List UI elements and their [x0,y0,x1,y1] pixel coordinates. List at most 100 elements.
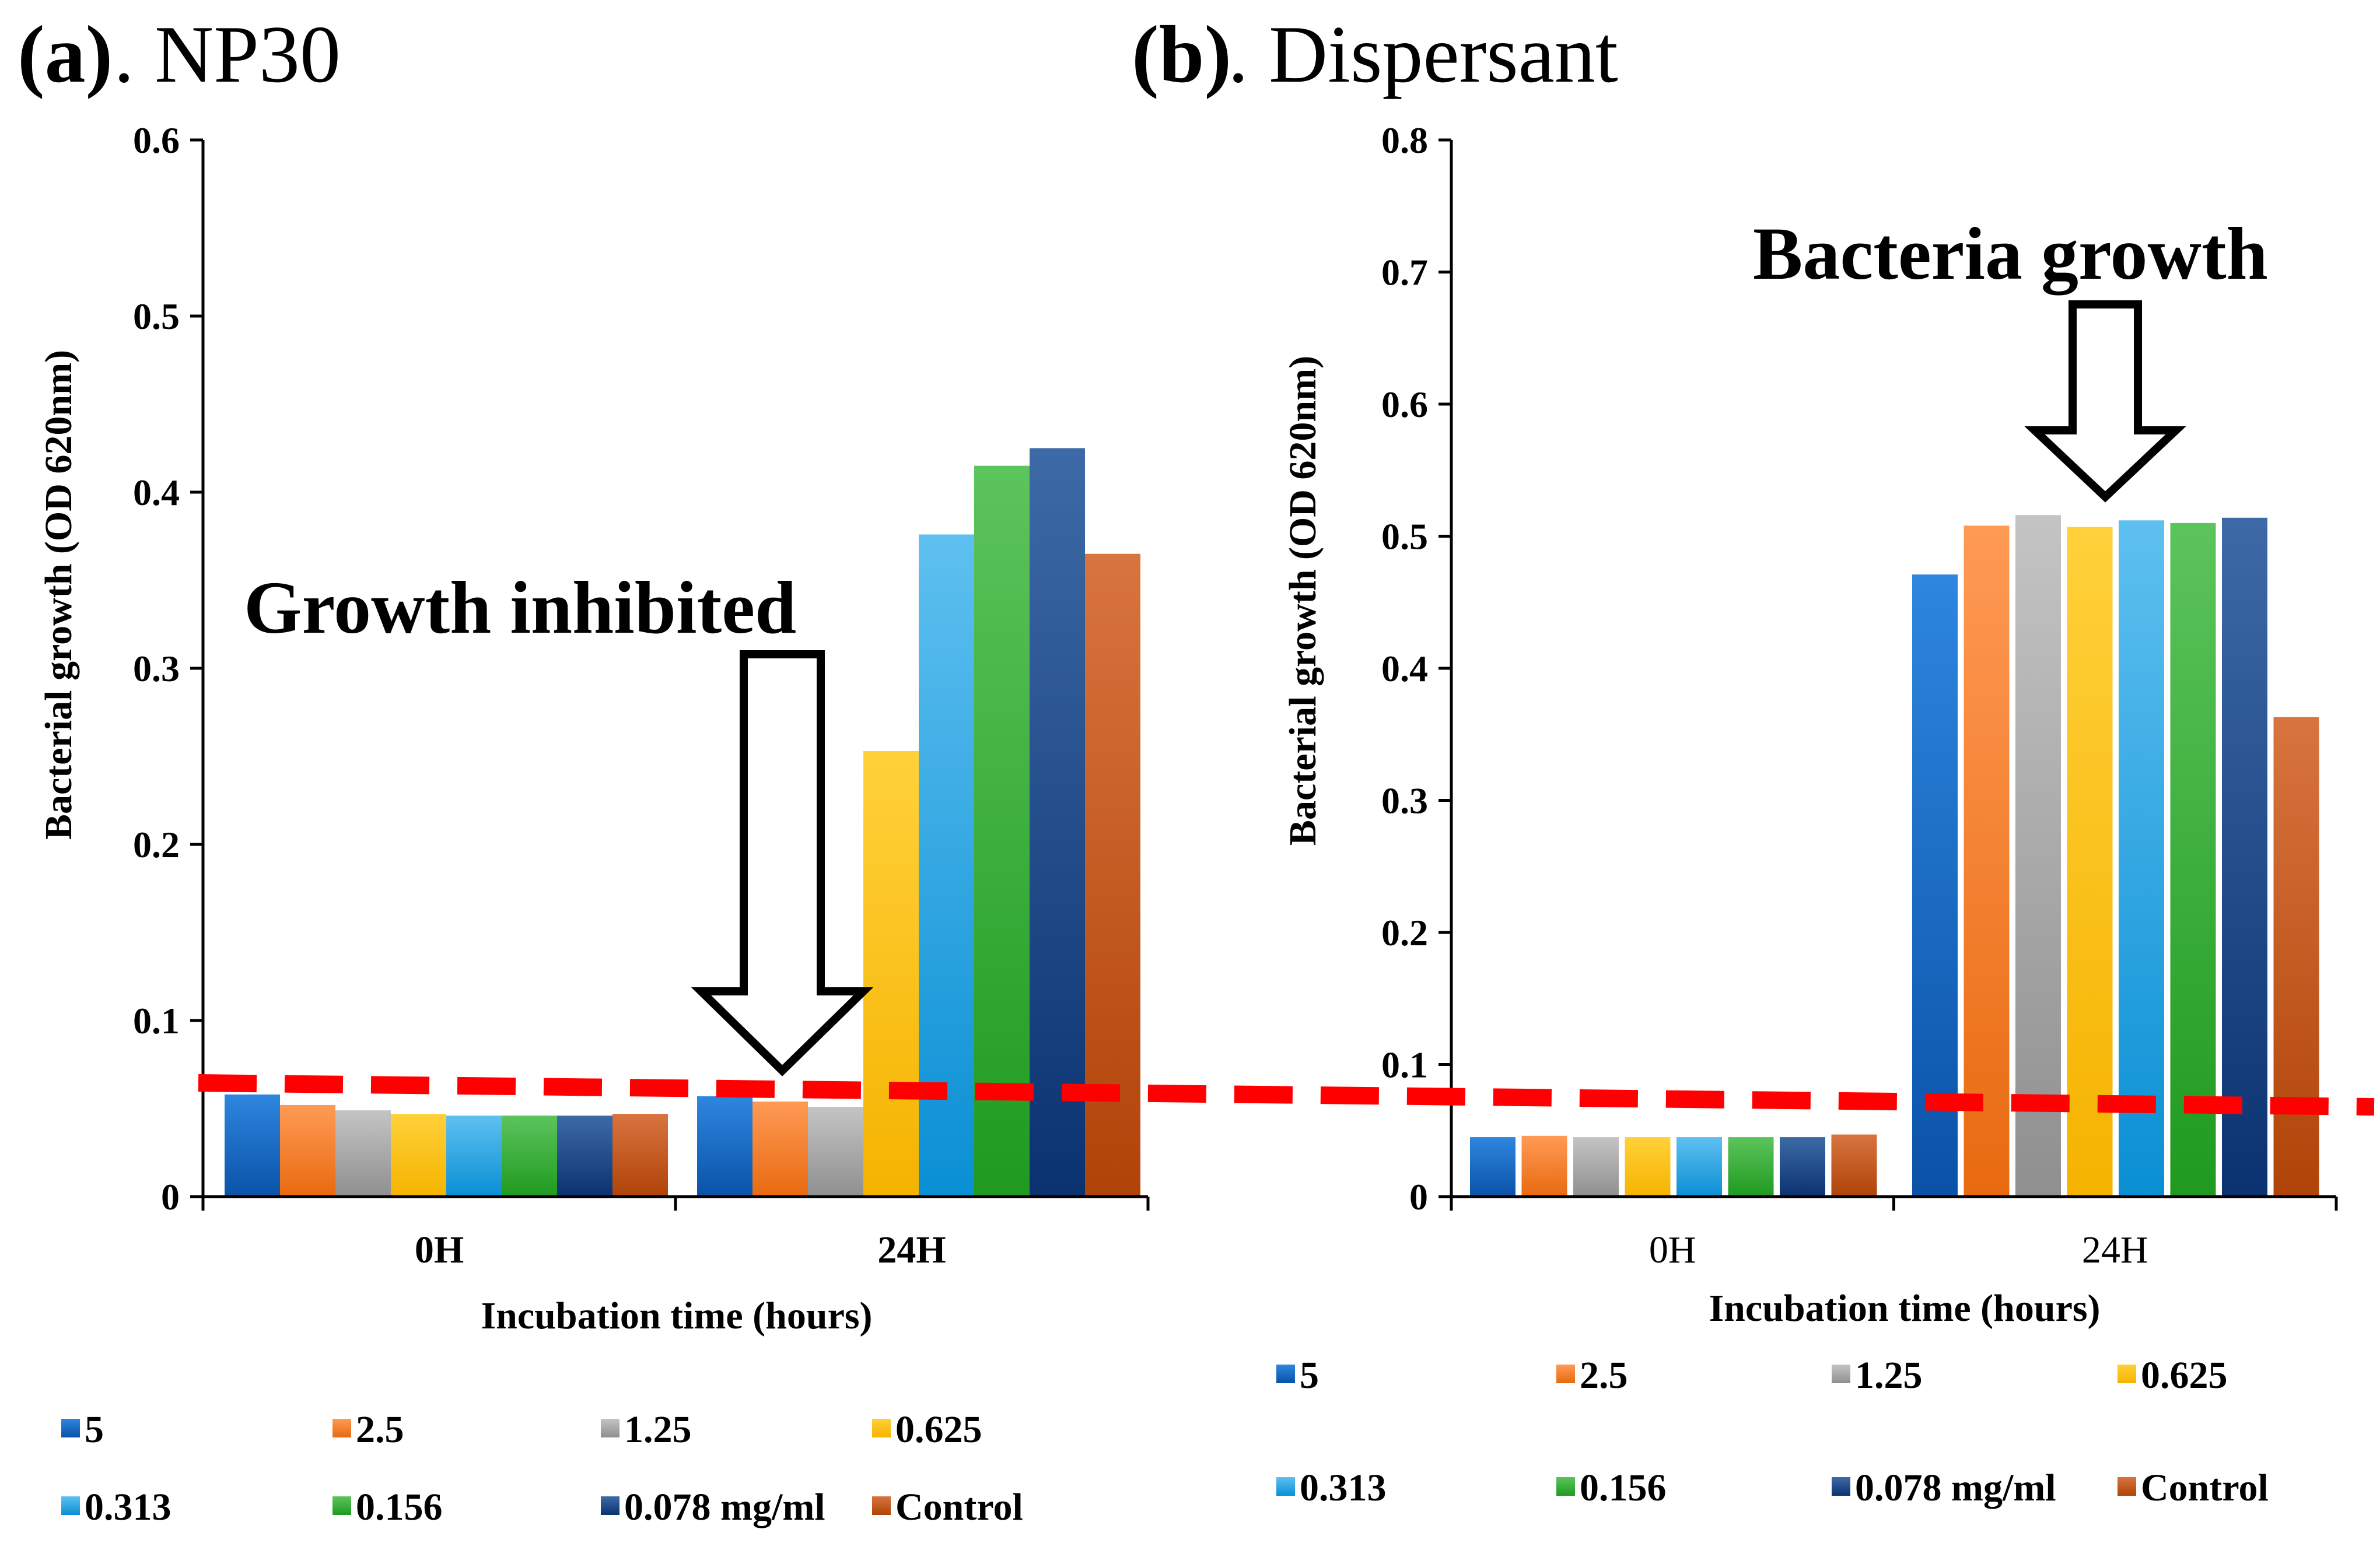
x-tick-label-24h: 24H [2082,1229,2148,1271]
legend-swatch-5 [1276,1365,1295,1383]
legend-label-2-5: 2.5 [356,1408,404,1451]
legend-label-0-078-mg-ml: 0.078 mg/ml [1855,1467,2056,1509]
y-tick-label: 0.3 [133,648,180,689]
legend-label-0-625: 0.625 [2141,1354,2228,1397]
y-tick-label: 0.6 [1381,384,1428,425]
bar-b-24h-0-078-mg-ml [2222,517,2267,1197]
bar-b-0h-1-25 [1573,1137,1619,1197]
legend-swatch-0-313 [61,1496,80,1515]
panel-a-down-arrow-icon [691,650,874,1076]
bar-a-0h-5 [225,1094,280,1197]
legend-swatch-0-313 [1276,1477,1295,1496]
bar-b-0h-2-5 [1521,1135,1567,1197]
legend-label-5: 5 [1300,1354,1319,1397]
panel-b-annotation: Bacteria growth [1753,212,2268,295]
legend-swatch-1-25 [601,1419,620,1437]
panel-a-name: . NP30 [114,9,341,100]
legend-label-0-313: 0.313 [85,1486,172,1528]
y-tick-label: 0 [1409,1176,1428,1218]
bar-a-24h-0-078-mg-ml [1030,448,1085,1197]
x-tick-label-0h: 0H [415,1229,464,1271]
legend-label-0-078-mg-ml: 0.078 mg/ml [624,1486,825,1528]
legend-swatch-2-5 [332,1419,351,1437]
bar-b-0h-5 [1470,1137,1516,1197]
panel-b-bars [1470,515,2319,1197]
panel-b-x-axis-label: Incubation time (hours) [1709,1287,2100,1330]
legend-label-0-625: 0.625 [895,1408,982,1451]
legend-label-0-156: 0.156 [1580,1467,1667,1509]
legend-swatch-control [2118,1477,2136,1496]
x-tick-label-0h: 0H [1649,1229,1696,1271]
legend-label-control: Control [2141,1467,2269,1509]
bar-a-24h-2-5 [752,1101,808,1197]
y-tick-label: 0.8 [1381,120,1428,161]
bar-a-0h-control [612,1114,668,1197]
y-tick-label: 0.3 [1381,780,1428,822]
legend-label-1-25: 1.25 [624,1408,692,1451]
bar-b-24h-1-25 [2015,515,2061,1197]
legend-swatch-2-5 [1556,1365,1575,1383]
legend-label-2-5: 2.5 [1580,1354,1628,1397]
y-tick-label: 0.1 [1381,1044,1428,1086]
bar-a-0h-0-625 [391,1114,446,1197]
bar-a-24h-0-156 [974,465,1030,1197]
bar-a-24h-0-625 [863,751,919,1197]
legend-label-control: Control [895,1486,1023,1528]
panel-a-annotation: Growth inhibited [244,566,796,649]
legend-swatch-0-156 [1556,1477,1575,1496]
bar-a-0h-0-078-mg-ml [557,1116,612,1197]
panel-b-y-axis-label: Bacterial growth (OD 620nm) [1282,356,1324,846]
legend-swatch-0-078-mg-ml [601,1496,620,1515]
panel-b-down-arrow-icon [2024,300,2186,503]
bar-a-0h-0-156 [502,1116,557,1197]
bar-a-0h-0-313 [446,1116,502,1197]
panel-b-label: (b) [1132,9,1231,100]
bar-a-24h-5 [697,1096,752,1197]
panel-a-x-axis-label: Incubation time (hours) [481,1295,872,1337]
legend-swatch-0-625 [2118,1365,2136,1383]
y-tick-label: 0.5 [133,296,180,337]
panel-a-label: (a) [18,9,113,100]
y-tick-label: 0 [161,1176,180,1218]
bar-b-24h-control [2273,717,2319,1197]
panel-a-axes: 0 0.1 0.2 0.3 0.4 0.5 0.6 0H 24H [133,120,1150,1271]
bar-b-0h-0-313 [1676,1137,1722,1197]
legend-label-0-156: 0.156 [356,1486,443,1528]
panel-b-chart: 0 0.1 0.2 0.3 0.4 0.5 0.6 0.7 0.8 0H 24H Bacterial… [1282,120,2338,1330]
legend-swatch-1-25 [1832,1365,1850,1383]
bar-b-0h-0-078-mg-ml [1780,1137,1825,1197]
bar-b-24h-0-625 [2067,527,2113,1197]
legend-label-1-25: 1.25 [1855,1354,1923,1397]
y-tick-label: 0.4 [133,472,180,513]
panel-b-axes: 0 0.1 0.2 0.3 0.4 0.5 0.6 0.7 0.8 0H 24H [1381,120,2338,1271]
bar-b-0h-control [1831,1134,1877,1197]
panel-a-chart: 0 0.1 0.2 0.3 0.4 0.5 0.6 0H 24H Bacterial growt… [37,120,1150,1337]
bar-a-24h-1-25 [808,1106,863,1197]
legend-label-0-313: 0.313 [1300,1467,1387,1509]
panel-b-name: . Dispersant [1228,9,1618,100]
bar-b-24h-0-313 [2119,520,2164,1197]
legend-label-5: 5 [85,1408,104,1451]
x-tick-label-24h: 24H [877,1229,946,1271]
y-tick-label: 0.4 [1381,648,1428,689]
bar-b-0h-0-625 [1625,1137,1671,1197]
bar-b-24h-5 [1912,574,1958,1197]
bar-b-0h-0-156 [1728,1137,1774,1197]
panel-b-legend: 5 2.5 1.25 0.625 0.313 0.156 0.078 mg/ml Contro… [1276,1354,2269,1509]
legend-swatch-0-078-mg-ml [1832,1477,1850,1496]
y-tick-label: 0.6 [133,120,180,161]
panel-a-y-axis-label: Bacterial growth (OD 620nm) [37,350,80,840]
legend-swatch-control [872,1496,891,1515]
y-tick-label: 0.5 [1381,516,1428,557]
panel-a-legend: 5 2.5 1.25 0.625 0.313 0.156 0.078 mg/ml Contro… [61,1408,1023,1528]
bar-a-0h-2-5 [280,1104,335,1197]
bar-b-24h-2-5 [1964,525,2010,1197]
legend-swatch-0-156 [332,1496,351,1515]
y-tick-label: 0.2 [133,824,180,865]
bar-a-0h-1-25 [335,1110,391,1197]
legend-swatch-5 [61,1419,80,1437]
y-tick-label: 0.1 [133,1000,180,1041]
y-tick-label: 0.7 [1381,252,1428,293]
threshold-dashed-line [198,1074,2375,1116]
